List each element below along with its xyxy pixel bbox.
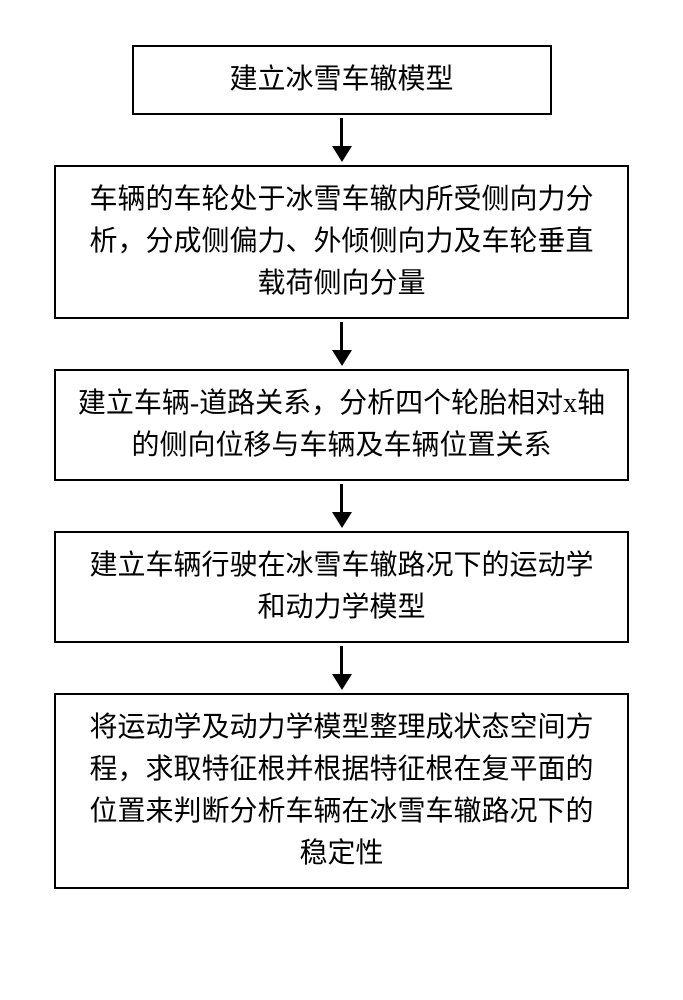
arrow-head-icon (332, 674, 352, 690)
arrow-line-icon (340, 484, 343, 512)
flow-step-3: 建立车辆-道路关系，分析四个轮胎相对x轴的侧向位移与车辆及车辆位置关系 (54, 369, 629, 481)
arrow-1 (332, 115, 352, 165)
flow-step-4-text: 建立车辆行驶在冰雪车辙路况下的运动学和动力学模型 (76, 545, 607, 629)
flow-step-4: 建立车辆行驶在冰雪车辙路况下的运动学和动力学模型 (54, 531, 629, 643)
flow-step-2: 车辆的车轮处于冰雪车辙内所受侧向力分析，分成侧偏力、外倾侧向力及车轮垂直载荷侧向… (54, 165, 629, 319)
flow-step-5-text: 将运动学及动力学模型整理成状态空间方程，求取特征根并根据特征根在复平面的位置来判… (76, 707, 607, 875)
flow-step-2-text: 车辆的车轮处于冰雪车辙内所受侧向力分析，分成侧偏力、外倾侧向力及车轮垂直载荷侧向… (76, 179, 607, 305)
arrow-head-icon (332, 146, 352, 162)
flow-step-3-text: 建立车辆-道路关系，分析四个轮胎相对x轴的侧向位移与车辆及车辆位置关系 (76, 383, 607, 467)
flow-step-1-text: 建立冰雪车辙模型 (229, 59, 453, 101)
arrow-head-icon (332, 512, 352, 528)
arrow-line-icon (340, 118, 343, 146)
flow-step-1: 建立冰雪车辙模型 (132, 45, 552, 115)
arrow-3 (332, 481, 352, 531)
arrow-line-icon (340, 646, 343, 674)
arrow-head-icon (332, 350, 352, 366)
arrow-line-icon (340, 322, 343, 350)
flow-step-5: 将运动学及动力学模型整理成状态空间方程，求取特征根并根据特征根在复平面的位置来判… (54, 693, 629, 889)
arrow-4 (332, 643, 352, 693)
arrow-2 (332, 319, 352, 369)
